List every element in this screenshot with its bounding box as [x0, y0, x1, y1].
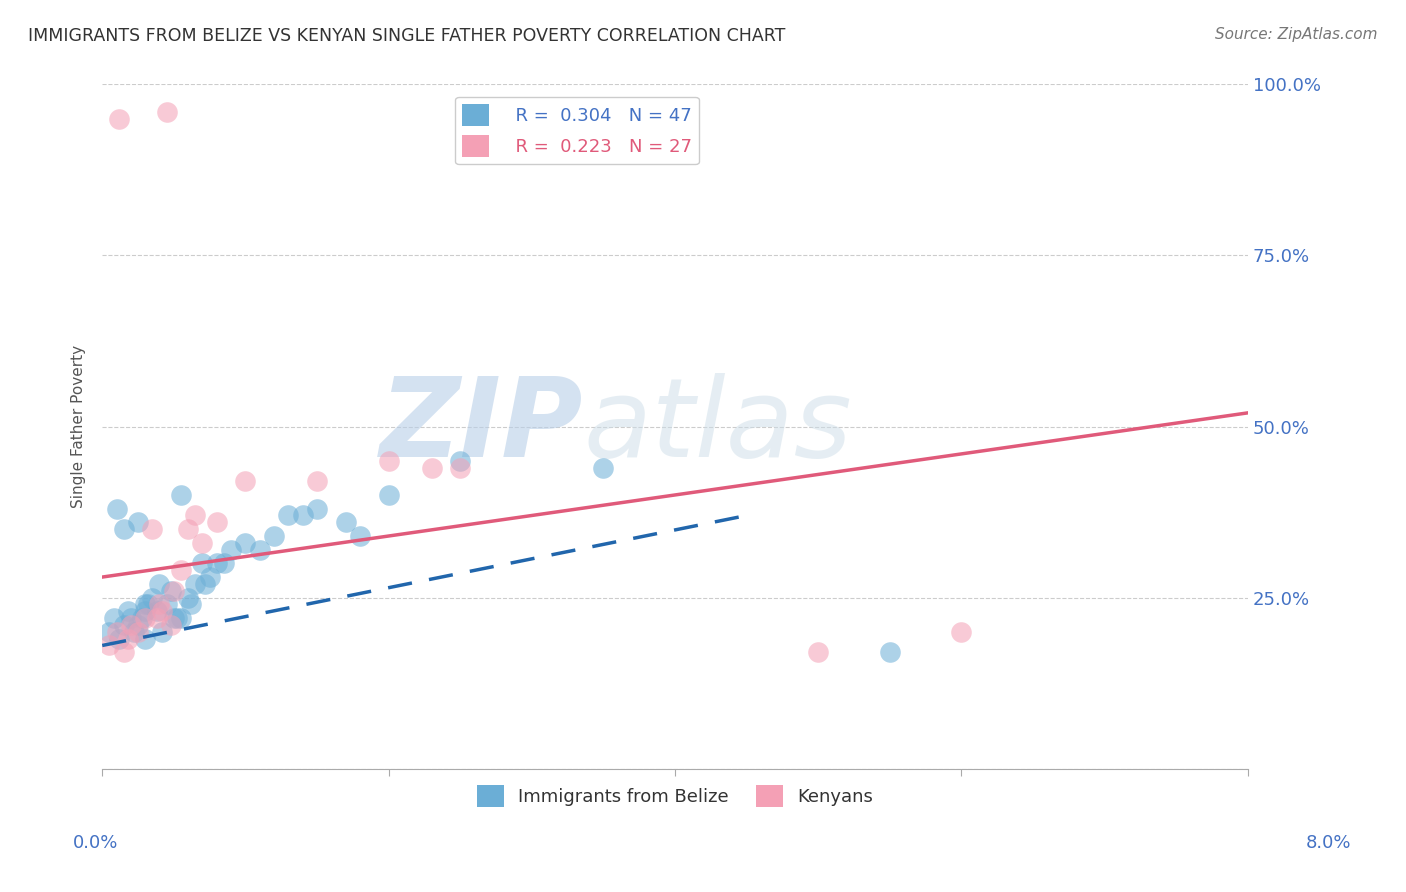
Point — [184, 577, 207, 591]
Point — [141, 522, 163, 536]
Text: 0.0%: 0.0% — [73, 834, 118, 852]
Point — [131, 611, 153, 625]
Text: atlas: atlas — [583, 373, 852, 480]
Point — [108, 112, 131, 126]
Point — [194, 577, 217, 591]
Text: 8.0%: 8.0% — [1306, 834, 1351, 852]
Legend: Immigrants from Belize, Kenyans: Immigrants from Belize, Kenyans — [470, 778, 880, 814]
Point — [263, 529, 285, 543]
Point — [335, 516, 357, 530]
Point — [120, 611, 142, 625]
Point — [377, 488, 399, 502]
Point — [117, 604, 139, 618]
Point — [449, 460, 471, 475]
Point — [156, 104, 179, 119]
Point — [148, 598, 170, 612]
Point — [112, 645, 135, 659]
Point — [145, 611, 167, 625]
Point — [105, 501, 128, 516]
Point — [277, 508, 299, 523]
Point — [112, 522, 135, 536]
Point — [134, 611, 156, 625]
Point — [163, 611, 186, 625]
Point — [807, 645, 830, 659]
Point — [98, 624, 121, 639]
Point — [134, 604, 156, 618]
Point — [377, 454, 399, 468]
Point — [150, 604, 173, 618]
Point — [170, 488, 193, 502]
Point — [156, 598, 179, 612]
Point — [305, 501, 328, 516]
Point — [291, 508, 314, 523]
Point — [950, 624, 973, 639]
Y-axis label: Single Father Poverty: Single Father Poverty — [72, 345, 86, 508]
Point — [184, 508, 207, 523]
Point — [449, 454, 471, 468]
Point — [205, 516, 228, 530]
Point — [235, 475, 257, 489]
Point — [170, 563, 193, 577]
Point — [127, 516, 149, 530]
Point — [120, 618, 142, 632]
Point — [117, 632, 139, 646]
Point — [141, 591, 163, 605]
Point — [592, 460, 614, 475]
Point — [212, 557, 235, 571]
Point — [177, 591, 200, 605]
Point — [134, 598, 156, 612]
Point — [136, 598, 159, 612]
Point — [108, 632, 131, 646]
Point — [150, 624, 173, 639]
Point — [127, 618, 149, 632]
Point — [160, 618, 183, 632]
Point — [166, 611, 188, 625]
Point — [249, 542, 271, 557]
Text: ZIP: ZIP — [380, 373, 583, 480]
Point — [103, 611, 125, 625]
Point — [98, 639, 121, 653]
Point — [180, 598, 202, 612]
Point — [160, 583, 183, 598]
Point — [148, 577, 170, 591]
Point — [105, 624, 128, 639]
Point — [879, 645, 901, 659]
Point — [205, 557, 228, 571]
Point — [177, 522, 200, 536]
Point — [191, 536, 214, 550]
Point — [170, 611, 193, 625]
Point — [127, 624, 149, 639]
Point — [122, 624, 145, 639]
Text: Source: ZipAtlas.com: Source: ZipAtlas.com — [1215, 27, 1378, 42]
Text: IMMIGRANTS FROM BELIZE VS KENYAN SINGLE FATHER POVERTY CORRELATION CHART: IMMIGRANTS FROM BELIZE VS KENYAN SINGLE … — [28, 27, 786, 45]
Point — [349, 529, 371, 543]
Point — [305, 475, 328, 489]
Point — [198, 570, 221, 584]
Point — [420, 460, 443, 475]
Point — [191, 557, 214, 571]
Point — [163, 583, 186, 598]
Point — [112, 618, 135, 632]
Point — [145, 604, 167, 618]
Point — [219, 542, 242, 557]
Point — [235, 536, 257, 550]
Point — [134, 632, 156, 646]
